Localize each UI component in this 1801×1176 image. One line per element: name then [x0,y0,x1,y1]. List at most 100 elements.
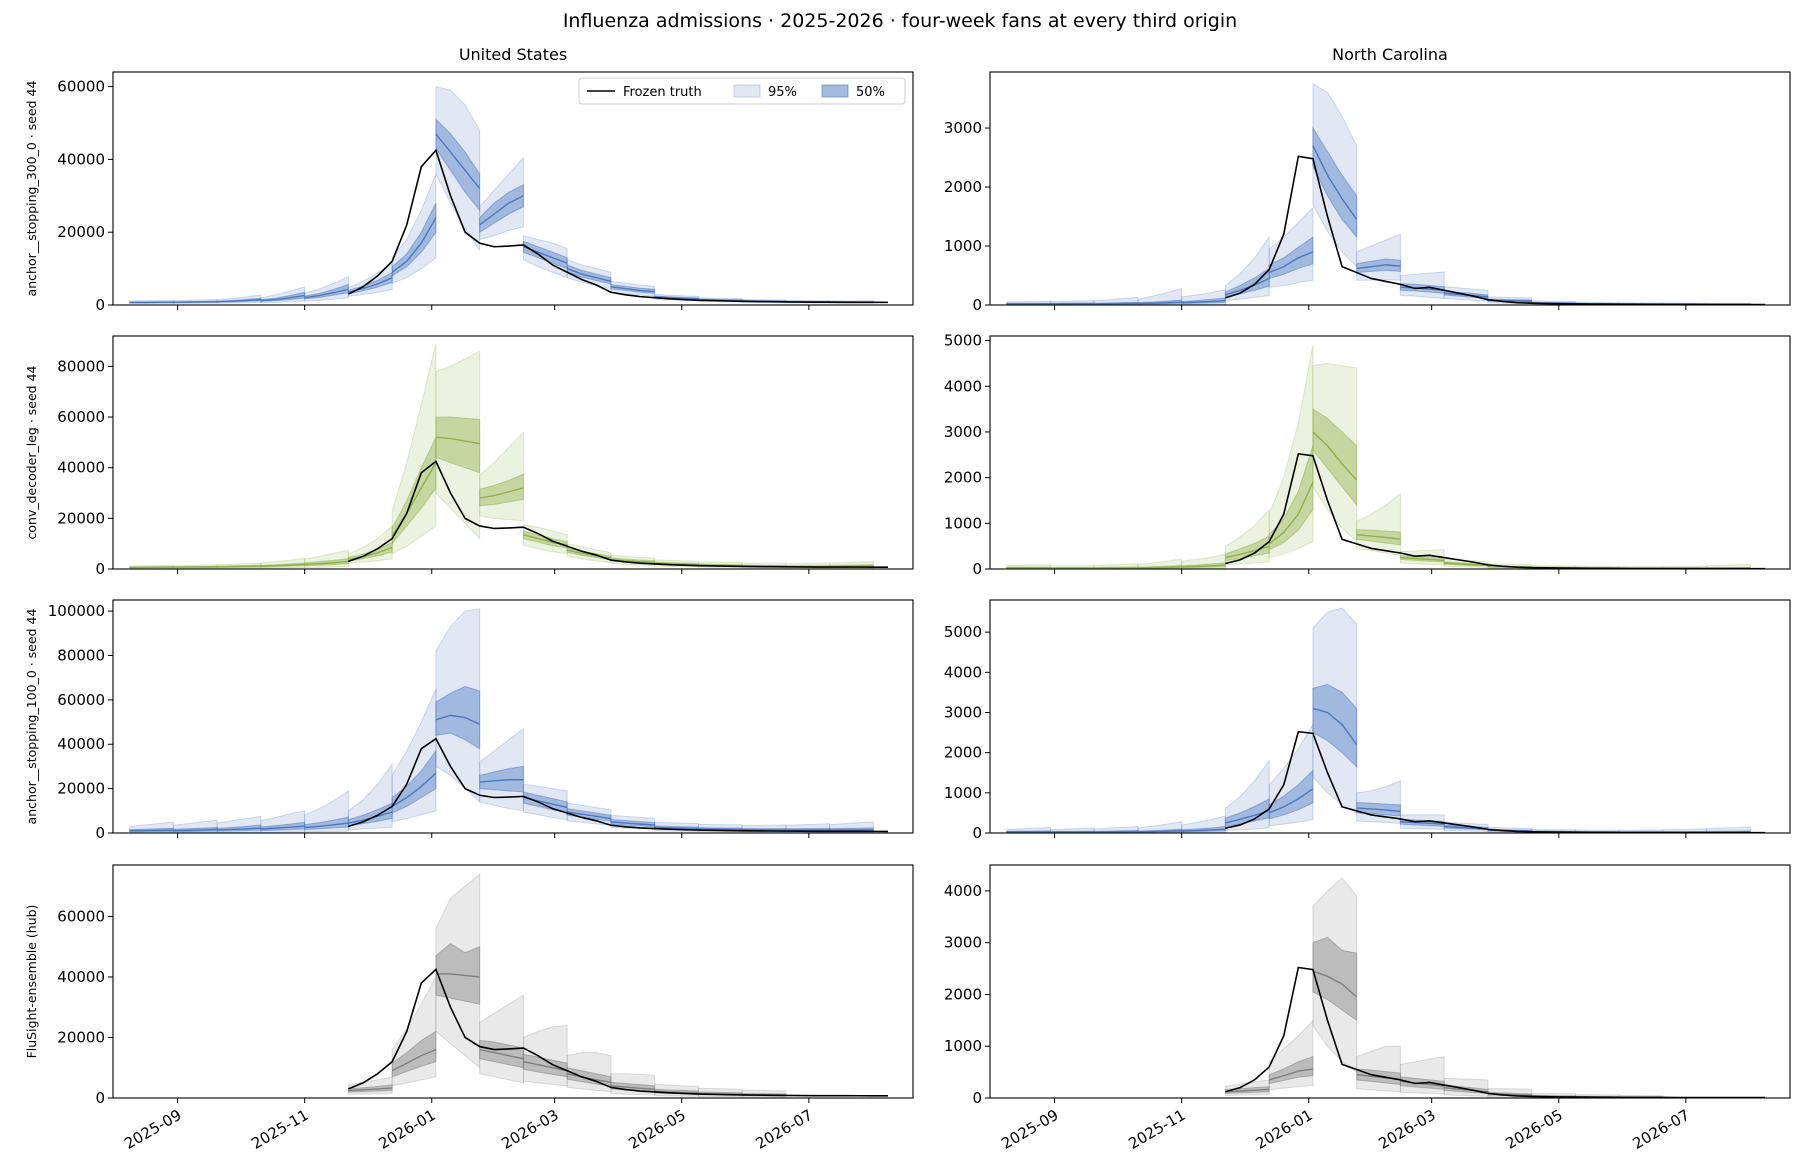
x-tick-label: 2026-07 [1630,1106,1693,1153]
plot-frame [112,599,914,834]
y-tick-label: 20000 [57,223,105,241]
row-label: conv_decoder_leg · seed 44 [24,365,39,539]
y-tick-label: 20000 [57,1028,105,1046]
x-tick-label: 2026-07 [753,1106,816,1153]
band-95 [479,994,524,1084]
band-95 [435,350,481,540]
band-50 [1268,445,1314,551]
truth-line [348,737,889,833]
y-tick-label: 0 [95,824,105,842]
median-line [1356,807,1401,813]
median-line [479,195,524,226]
band-95 [1224,235,1270,302]
band-95 [435,873,481,1069]
median-line [217,565,261,568]
truth-line [348,148,889,304]
y-tick-label: 40000 [57,968,105,986]
panel-3-1: 0 1000 2000 3000 4000 2025-09 2025-11 2026-01 20… [944,864,1791,1153]
plot-frame [989,71,1791,306]
x-tick-label: 2026-01 [375,1106,438,1153]
median-line [479,487,524,499]
y-tick-label: 0 [95,560,105,578]
figure-title: Influenza admissions · 2025-2026 · four-… [563,10,1237,32]
band-95 [479,156,524,241]
median-line [654,826,699,830]
y-tick-label: 40000 [57,150,105,168]
median-line [260,825,305,830]
median-line [1356,264,1401,270]
y-tick-label: 0 [972,560,982,578]
median-line [304,288,349,299]
panel-3-0: 0 20000 40000 60000 2025-09 2025-11 2026-01 202… [57,864,914,1153]
band-50 [435,118,481,212]
legend-95-swatch [733,84,761,98]
truth-line [348,460,889,568]
median-line [1400,821,1445,825]
median-line [391,772,437,807]
band-50 [1268,769,1314,820]
band-95 [304,549,349,568]
median-line [610,821,655,826]
truth-line [348,968,889,1097]
median-line [348,1087,393,1092]
median-line [260,294,305,302]
band-50 [1312,408,1358,507]
median-line [1312,145,1358,220]
y-tick-label: 60000 [57,691,105,709]
median-line [610,1085,655,1090]
legend-50-swatch [821,84,849,98]
x-tick-label: 2025-11 [1125,1106,1188,1153]
median-line [1400,556,1445,562]
median-line [610,558,655,564]
median-line [523,1061,568,1072]
panels: anchor__stopping_300_0 · seed 44 United S… [24,45,1791,1153]
median-line [654,562,699,566]
y-tick-label: 3000 [944,934,982,952]
median-line [435,973,480,978]
band-50 [391,749,437,814]
y-tick-label: 5000 [944,332,982,350]
median-line [1312,707,1358,746]
median-line [435,714,480,725]
band-95 [304,789,349,833]
median-line [1268,788,1314,814]
median-line [391,1048,437,1072]
median-line [173,828,218,832]
y-tick-label: 80000 [57,357,105,375]
median-line [1444,562,1488,567]
band-95 [347,524,393,564]
y-tick-label: 2000 [944,985,982,1003]
median-line [1312,970,1358,998]
x-tick-label: 2026-05 [1502,1106,1565,1153]
band-95 [1356,233,1401,281]
legend: Frozen truth 95% 50% [578,77,906,105]
y-tick-label: 100000 [48,602,105,620]
y-tick-label: 1000 [944,784,982,802]
median-line [479,779,524,783]
median-line [1137,566,1182,569]
band-95 [304,275,349,302]
median-line [1356,534,1401,540]
band-95 [522,1024,568,1087]
y-tick-label: 0 [972,824,982,842]
band-95 [1356,780,1401,824]
band-95 [1268,1019,1314,1091]
y-tick-label: 60000 [57,408,105,426]
y-tick-label: 4000 [944,663,982,681]
y-tick-label: 3000 [944,703,982,721]
x-tick-label: 2025-11 [248,1106,311,1153]
band-95 [1268,722,1314,827]
median-line [1181,299,1226,304]
median-line [173,301,218,303]
y-tick-label: 1000 [944,1037,982,1055]
y-tick-label: 40000 [57,459,105,477]
panel-1-1: 0 1000 2000 3000 4000 5000 [944,332,1791,578]
x-tick-label: 2026-01 [1252,1106,1315,1153]
legend-50-label: 50% [856,85,885,100]
column-title: United States [459,45,567,64]
band-95 [1312,362,1358,543]
median-line [610,286,655,293]
median-line [1268,1068,1314,1081]
median-line [1225,809,1270,824]
median-line [1225,545,1270,559]
